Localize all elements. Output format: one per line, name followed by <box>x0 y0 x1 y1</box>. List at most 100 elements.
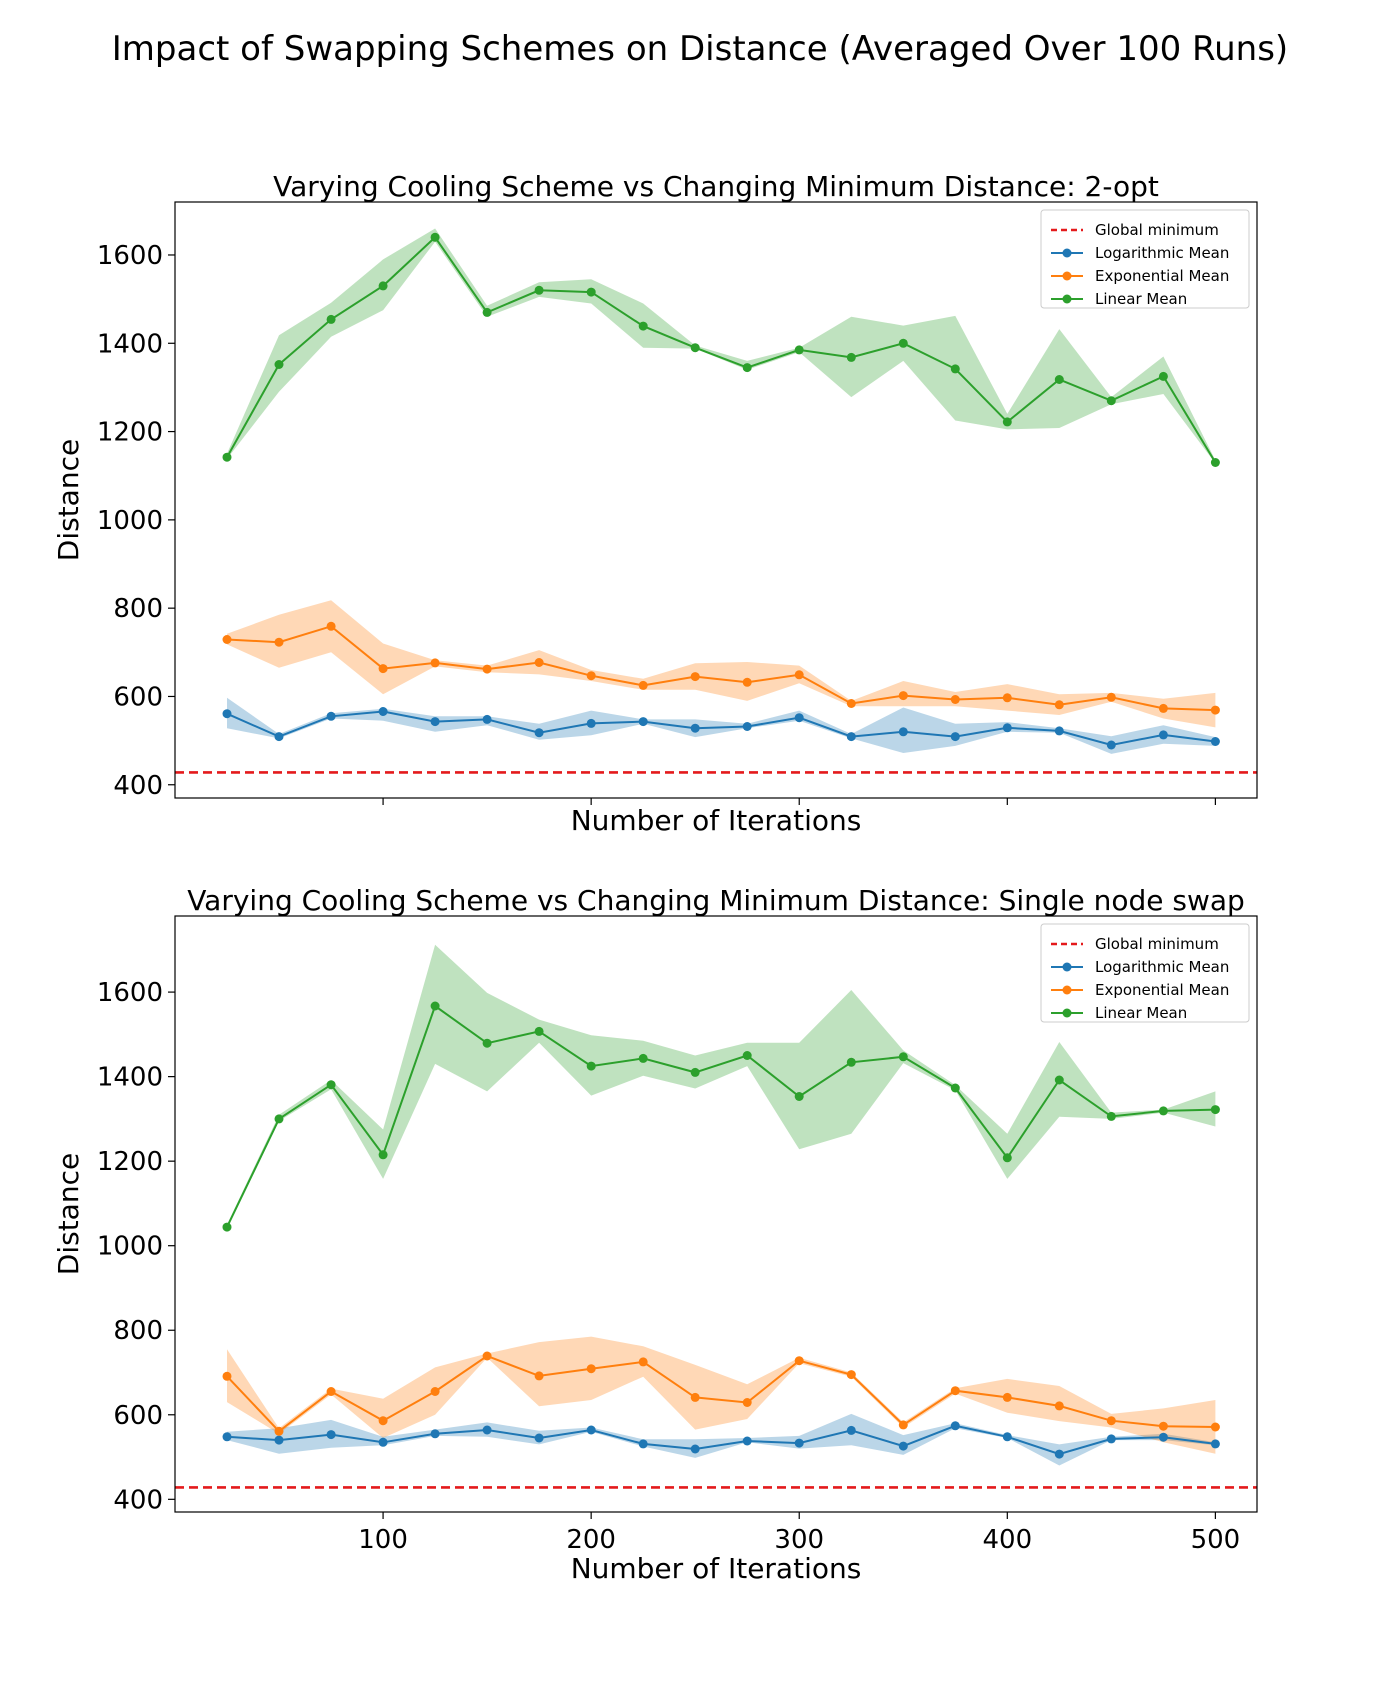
data-point-linear <box>898 338 908 348</box>
data-point-exponential <box>430 658 440 668</box>
data-point-logarithmic <box>586 718 596 728</box>
data-point-logarithmic <box>794 713 804 723</box>
data-point-linear <box>482 307 492 317</box>
data-point-exponential <box>222 635 232 644</box>
data-point-linear <box>794 1092 804 1101</box>
data-point-logarithmic <box>274 1435 284 1445</box>
data-point-exponential <box>378 664 388 674</box>
series-line-exponential <box>226 1354 1216 1433</box>
data-point-linear <box>1106 1111 1116 1121</box>
data-point-logarithmic <box>1002 723 1012 733</box>
data-point-linear <box>1002 417 1012 427</box>
data-point-linear <box>742 363 752 373</box>
data-point-linear <box>534 1026 544 1036</box>
data-point-logarithmic <box>1210 1439 1220 1449</box>
data-point-exponential <box>326 621 336 631</box>
x-axis-label: Number of Iterations <box>571 1552 862 1585</box>
legend-marker-logarithmic <box>1062 962 1072 972</box>
data-point-linear <box>274 1114 284 1124</box>
data-point-linear <box>950 1083 960 1093</box>
data-point-logarithmic <box>690 1444 700 1454</box>
data-point-linear <box>274 360 284 369</box>
data-point-exponential <box>1106 692 1116 702</box>
data-point-logarithmic <box>586 1425 596 1435</box>
x-tick-label: 300 <box>774 1525 824 1555</box>
data-point-logarithmic <box>638 717 648 727</box>
data-point-linear <box>690 1067 700 1077</box>
data-point-exponential <box>586 671 596 681</box>
band-logarithmic <box>227 1413 1216 1466</box>
data-point-linear <box>586 287 596 297</box>
legend-marker-exponential <box>1062 985 1072 995</box>
data-point-linear <box>1054 1075 1064 1085</box>
data-point-linear <box>1210 1105 1220 1115</box>
data-point-linear <box>326 314 336 324</box>
legend-marker-logarithmic <box>1062 248 1072 258</box>
y-tick-label: 1000 <box>97 1232 163 1262</box>
data-point-linear <box>742 1051 752 1060</box>
y-tick-label: 1600 <box>97 241 163 271</box>
data-point-linear <box>898 1052 908 1062</box>
axes-frame <box>174 915 1258 1513</box>
data-point-logarithmic <box>950 1421 960 1431</box>
band-exponential <box>227 600 1216 728</box>
data-point-exponential <box>326 1387 336 1396</box>
data-point-linear <box>1106 396 1116 406</box>
y-tick-label: 600 <box>113 1401 163 1431</box>
data-point-logarithmic <box>898 1441 908 1451</box>
axes-frame <box>174 201 1258 799</box>
data-point-logarithmic <box>1106 740 1116 750</box>
legend-label: Linear Mean <box>1095 1004 1187 1022</box>
legend-label: Global minimum <box>1095 221 1219 239</box>
chart-panel-single-node-swap: Varying Cooling Scheme vs Changing Minim… <box>52 884 1258 1585</box>
legend-label: Exponential Mean <box>1095 267 1229 285</box>
data-point-linear <box>950 364 960 374</box>
data-point-exponential <box>950 695 960 704</box>
data-point-logarithmic <box>534 728 544 738</box>
chart-title: Varying Cooling Scheme vs Changing Minim… <box>187 884 1245 917</box>
data-point-logarithmic <box>222 709 232 719</box>
data-point-exponential <box>690 672 700 682</box>
plot-area: 400 600 800 1000 1200 1400 1600 100 200 300 400 500… <box>97 915 1258 1555</box>
y-tick-label: 1000 <box>97 506 163 536</box>
data-point-exponential <box>638 1357 648 1367</box>
y-tick-label: 400 <box>113 771 163 801</box>
y-axis-label: Distance <box>52 1153 85 1275</box>
data-point-logarithmic <box>898 727 908 737</box>
data-point-linear <box>430 232 440 242</box>
data-point-logarithmic <box>222 1432 232 1442</box>
data-point-logarithmic <box>482 1425 492 1435</box>
legend-box <box>1040 923 1250 1023</box>
data-point-linear <box>222 1222 232 1232</box>
data-point-linear <box>1158 371 1168 381</box>
y-tick-label: 400 <box>113 1485 163 1515</box>
x-axis-label: Number of Iterations <box>571 804 862 837</box>
data-point-exponential <box>846 1370 856 1380</box>
data-point-logarithmic <box>482 714 492 724</box>
chart-title: Varying Cooling Scheme vs Changing Minim… <box>273 170 1159 203</box>
data-point-linear <box>430 1001 440 1011</box>
plot-area: 400 600 800 1000 1200 1400 1600 Global minimum L… <box>97 201 1258 805</box>
data-point-logarithmic <box>1054 1449 1064 1459</box>
y-tick-label: 800 <box>113 594 163 624</box>
data-point-linear <box>326 1080 336 1090</box>
data-point-exponential <box>430 1387 440 1396</box>
data-point-exponential <box>1158 703 1168 713</box>
data-point-exponential <box>638 680 648 690</box>
data-point-exponential <box>534 1371 544 1381</box>
data-point-exponential <box>898 691 908 701</box>
y-tick-label: 1600 <box>97 978 163 1008</box>
series-line-exponential <box>226 625 1216 712</box>
data-point-exponential <box>742 677 752 687</box>
data-point-logarithmic <box>1210 737 1220 746</box>
data-point-logarithmic <box>430 717 440 727</box>
y-tick-label: 1400 <box>97 1063 163 1093</box>
data-point-exponential <box>1054 1401 1064 1411</box>
legend-marker-linear <box>1062 294 1072 304</box>
data-point-logarithmic <box>1158 730 1168 740</box>
data-point-exponential <box>898 1420 908 1430</box>
data-point-linear <box>794 345 804 355</box>
data-point-exponential <box>482 664 492 674</box>
data-point-exponential <box>222 1371 232 1381</box>
